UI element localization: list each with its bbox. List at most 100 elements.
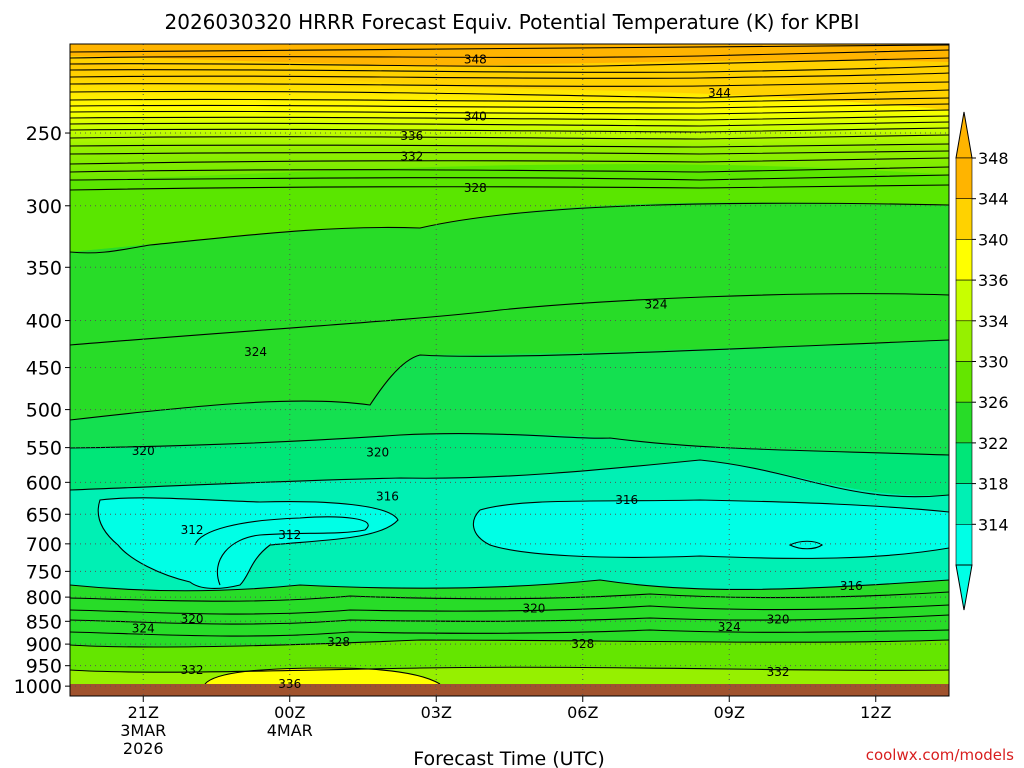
colorbar-segment	[955, 401, 973, 444]
contour-line	[70, 127, 949, 133]
x-tick-label: 00Z	[274, 703, 305, 722]
svg-text:316: 316	[376, 490, 399, 504]
contour-label: 320	[181, 612, 204, 626]
contour-label: 344	[708, 86, 731, 100]
contour-line	[70, 134, 949, 140]
colorbar-segment	[955, 483, 973, 525]
contour-line	[70, 72, 949, 79]
colorbar-label: 322	[978, 434, 1009, 453]
svg-text:320: 320	[522, 601, 545, 615]
contour-label: 324	[645, 297, 668, 311]
contour-line	[70, 433, 949, 456]
colorbar-label: 336	[978, 271, 1009, 290]
fill-band-336	[205, 668, 440, 684]
contour-label: 328	[327, 635, 350, 649]
fill-core-312-left	[98, 497, 398, 589]
svg-text:336: 336	[400, 129, 423, 143]
y-tick-label: 350	[26, 257, 62, 279]
svg-text:324: 324	[718, 620, 741, 634]
contour-line	[70, 293, 949, 346]
contour-line	[70, 157, 949, 165]
contour-label: 328	[464, 181, 487, 195]
svg-text:340: 340	[464, 110, 487, 124]
contour-line	[70, 184, 949, 191]
contour-label: 320	[366, 446, 389, 460]
fill-band-324	[70, 202, 949, 420]
contour-line	[70, 115, 949, 121]
contour-line	[70, 65, 949, 73]
contour-line	[70, 604, 949, 615]
contour-line	[70, 166, 949, 173]
svg-text:324: 324	[132, 621, 155, 635]
svg-text:328: 328	[327, 635, 350, 649]
contour-line	[70, 459, 949, 498]
colorbar-bottom-arrow	[955, 564, 973, 611]
contour-label: 324	[244, 345, 267, 359]
y-tick-label: 900	[26, 634, 62, 656]
contour-label: 316	[840, 579, 863, 593]
contour-line	[70, 202, 949, 254]
contour-label: 324	[718, 620, 741, 634]
x-tick-label: 12Z	[860, 703, 891, 722]
svg-text:328: 328	[464, 181, 487, 195]
y-tick-label: 600	[26, 472, 62, 494]
contour-label: 340	[464, 110, 487, 124]
contour-label: 316	[615, 493, 638, 507]
contour-line	[70, 629, 949, 637]
y-tick-label: 700	[26, 534, 62, 556]
credit-text: coolwx.com/models	[866, 746, 1014, 764]
y-tick-label: 800	[26, 587, 62, 609]
svg-text:320: 320	[366, 446, 389, 460]
contour-line	[70, 109, 949, 115]
chart-title: 2026030320 HRRR Forecast Equiv. Potentia…	[165, 10, 860, 34]
colorbar-segment	[955, 279, 973, 322]
contour-line	[70, 97, 949, 103]
contour-line	[70, 639, 949, 648]
contour-label: 324	[132, 621, 155, 635]
svg-text:324: 324	[244, 345, 267, 359]
colorbar-label: 334	[978, 312, 1009, 331]
contour-line	[788, 540, 823, 550]
svg-text:324: 324	[645, 297, 668, 311]
svg-text:320: 320	[132, 444, 155, 458]
contour-line	[70, 174, 949, 181]
contour-line	[70, 339, 949, 421]
svg-text:320: 320	[181, 612, 204, 626]
x-tick-date-label: 4MAR	[267, 721, 313, 740]
svg-text:312: 312	[181, 523, 204, 537]
contour-label: 348	[464, 53, 487, 67]
svg-text:332: 332	[181, 663, 204, 677]
contour-line	[70, 57, 949, 67]
contour-label: 332	[181, 663, 204, 677]
x-tick-label: 03Z	[421, 703, 452, 722]
svg-text:332: 332	[400, 149, 423, 163]
contour-label-group: 348 344 340 336 332 328 324 324 320 320 316 316 312 3…	[132, 53, 863, 691]
colorbar-label: 314	[978, 515, 1009, 534]
y-tick-label: 750	[26, 561, 62, 583]
svg-text:320: 320	[767, 612, 790, 626]
colorbar-segment	[955, 157, 973, 200]
contour-label: 332	[400, 149, 423, 163]
svg-text:316: 316	[615, 493, 638, 507]
colorbar-segment	[955, 198, 973, 240]
contour-label: 312	[278, 528, 301, 542]
colorbar-segment	[955, 361, 973, 403]
colorbar-label: 344	[978, 190, 1009, 209]
y-tick-label: 450	[26, 358, 62, 380]
y-tick-label: 650	[26, 504, 62, 526]
plot-area: 348 344 340 336 332 328 324 324 320 320 316 316 312 3…	[70, 44, 949, 696]
colorbar-label: 340	[978, 230, 1009, 249]
contour-line	[70, 591, 949, 602]
y-tick-label: 950	[26, 656, 62, 678]
y-tick-label: 1000	[14, 676, 62, 698]
y-tick-label: 500	[26, 400, 62, 422]
y-tick-label: 400	[26, 311, 62, 333]
grid-lines	[70, 44, 949, 696]
x-axis-title: Forecast Time (UTC)	[413, 748, 604, 768]
colorbar-label: 330	[978, 353, 1009, 372]
colorbar: 348 344 340 336 334 330 326 322 318 314	[955, 111, 1009, 611]
contour-label: 332	[767, 665, 790, 679]
svg-text:344: 344	[708, 86, 731, 100]
plot-frame	[69, 43, 950, 697]
